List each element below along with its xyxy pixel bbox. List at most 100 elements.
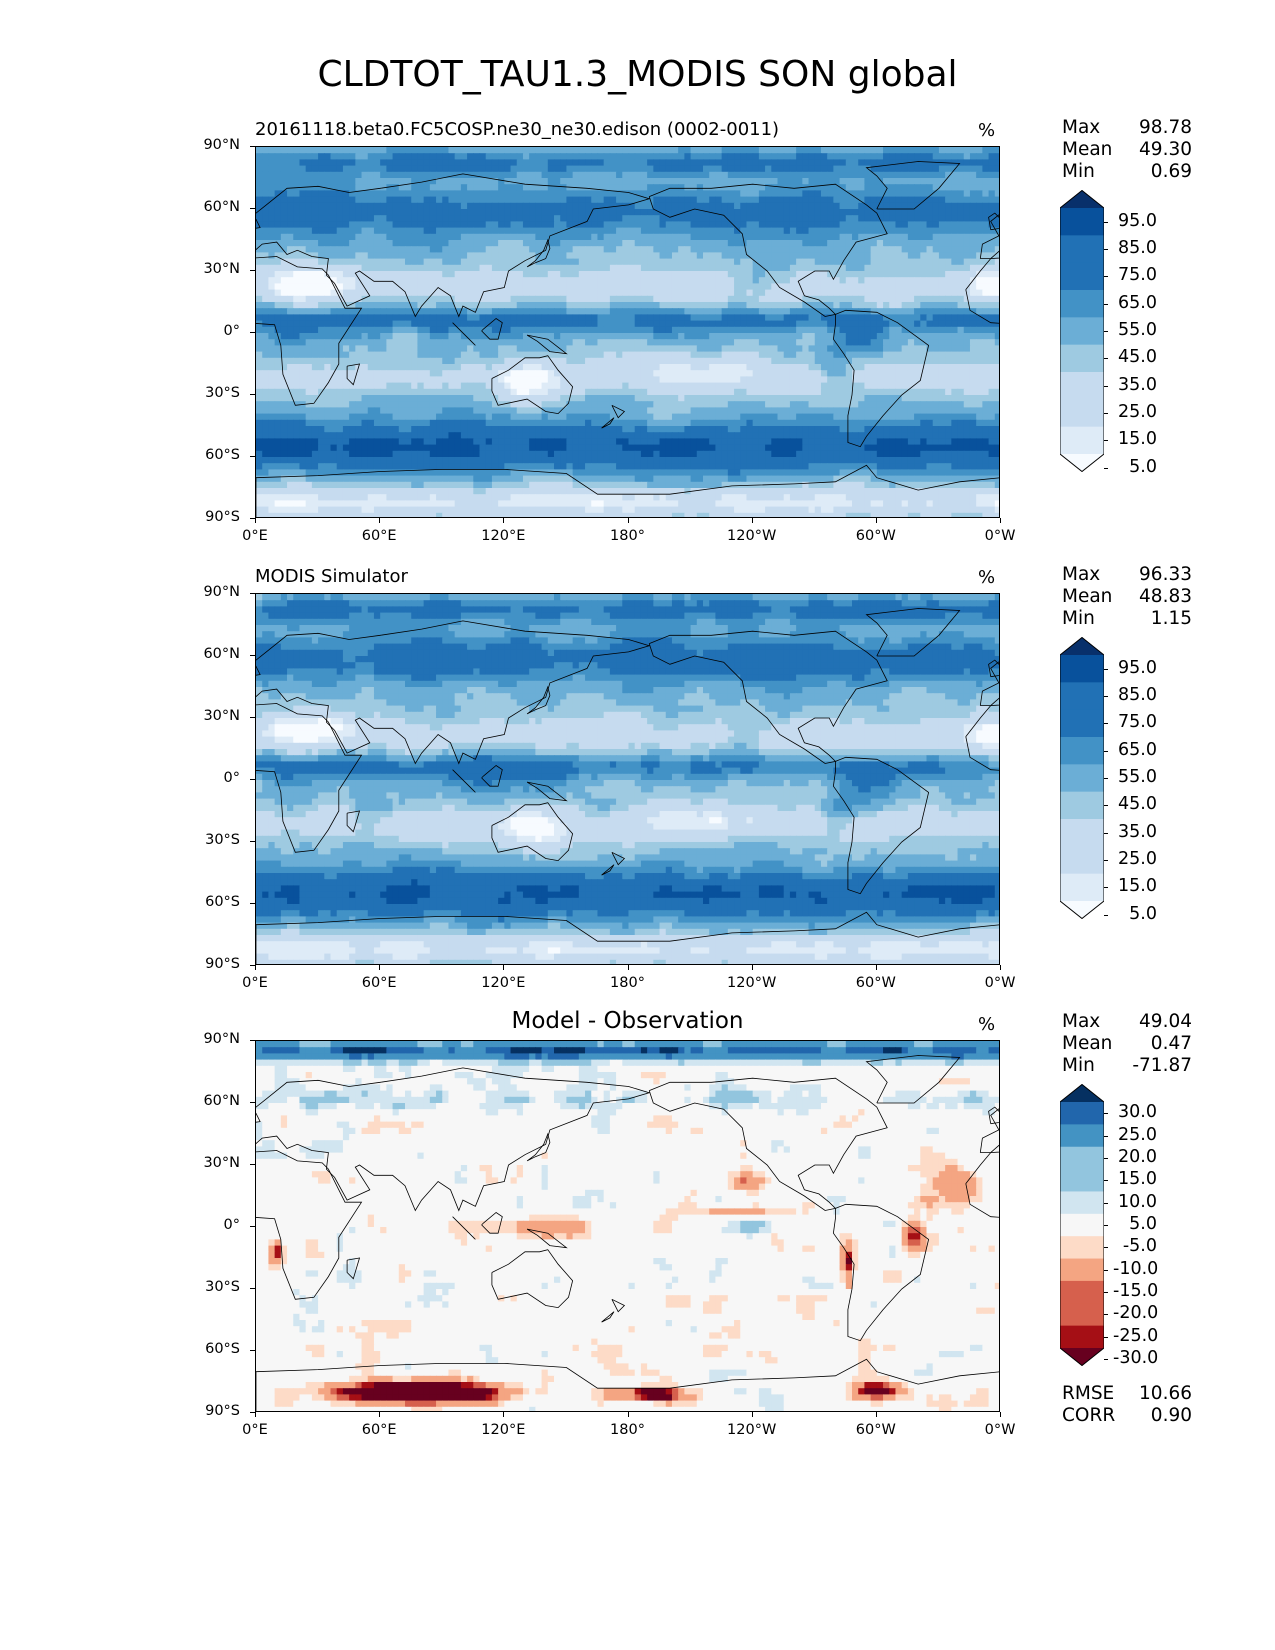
stat-row: CORR 0.90 [1062, 1405, 1192, 1427]
colorbar-bin [1060, 426, 1104, 455]
stat-row: Max 98.78 [1062, 117, 1192, 139]
colorbar-bin [1060, 399, 1104, 428]
stat-label: Mean [1062, 1033, 1112, 1055]
colorbar-bin [1060, 1213, 1104, 1237]
colorbar-tick [1104, 440, 1108, 442]
colorbar-bin [1060, 372, 1104, 400]
lat-tick-label: 60°S [180, 1341, 240, 1357]
lon-tick [379, 965, 381, 970]
lat-tick [250, 1350, 255, 1351]
colorbar-tick [1104, 331, 1108, 332]
colorbar-bin [1060, 873, 1104, 902]
colorbar [1059, 1083, 1105, 1367]
lat-tick-label: 0° [180, 323, 240, 339]
panel-1: 20161118.beta0.FC5COSP.ne30_ne30.edison … [0, 117, 1275, 590]
colorbar-tick [1104, 221, 1108, 223]
colorbar-label: 65.0 [1113, 293, 1157, 313]
lon-tick [751, 518, 753, 523]
map-svg [256, 147, 999, 517]
lat-tick-label: 90°N [180, 137, 240, 153]
colorbar-label: -25.0 [1113, 1326, 1158, 1346]
coastline [256, 256, 363, 406]
colorbar-tick [1104, 832, 1108, 834]
stat-row: Min 1.15 [1062, 608, 1192, 630]
colorbar-bin [1060, 1325, 1104, 1349]
colorbar-bin [1060, 1191, 1104, 1215]
colorbar-label: 65.0 [1113, 740, 1157, 760]
field-cells [256, 1041, 999, 1411]
colorbar-label: 5.0 [1113, 1214, 1157, 1234]
stat-label: Max [1062, 1011, 1100, 1033]
colorbar-label: 85.0 [1113, 238, 1157, 258]
colorbar-label: 55.0 [1113, 767, 1157, 787]
colorbar-bin [1060, 709, 1104, 738]
coastline [346, 810, 361, 833]
colorbar-label: 55.0 [1113, 320, 1157, 340]
stat-value: 10.66 [1139, 1383, 1192, 1405]
stat-value: -71.87 [1132, 1055, 1192, 1077]
lat-tick [250, 394, 255, 395]
colorbar-tick [1104, 750, 1108, 752]
lat-tick [250, 841, 255, 842]
map-area [255, 593, 1000, 965]
colorbar-extend-max [1060, 190, 1104, 208]
coastline [481, 1212, 503, 1234]
coastlines [256, 161, 999, 517]
colorbar-svg [1059, 1083, 1105, 1367]
coastline [256, 1150, 363, 1300]
lat-tick-label: 90°S [180, 509, 240, 525]
coastline [601, 417, 615, 429]
coastline [452, 322, 476, 346]
colorbar-label: -20.0 [1113, 1303, 1158, 1323]
colorbar-label: 45.0 [1113, 794, 1157, 814]
colorbar-label: 75.0 [1113, 265, 1157, 285]
lon-tick [255, 1412, 256, 1417]
colorbar-tick [1104, 276, 1108, 278]
lat-tick-label: 90°N [180, 1031, 240, 1047]
colorbar-tick [1104, 860, 1108, 861]
lat-tick [250, 270, 255, 271]
lon-tick-label: 60°W [841, 975, 911, 991]
lat-tick [250, 965, 255, 966]
colorbar-bin [1060, 1280, 1104, 1304]
stat-row: Max 96.33 [1062, 564, 1192, 586]
lon-tick-label: 180° [593, 1422, 663, 1438]
lon-tick [875, 1412, 877, 1417]
colorbar-label: 5.0 [1113, 457, 1157, 477]
stat-value: 49.30 [1139, 139, 1192, 161]
colorbar-tick [1104, 668, 1108, 670]
coastline [256, 620, 651, 765]
coastline [526, 334, 568, 355]
stat-value: 0.90 [1151, 1405, 1192, 1427]
stat-label: CORR [1062, 1405, 1115, 1427]
colorbar [1059, 189, 1105, 473]
colorbar-tick [1104, 1292, 1108, 1294]
lon-tick [379, 1412, 381, 1417]
colorbar-bin [1060, 317, 1104, 346]
coastline [611, 851, 626, 866]
panel-units: % [978, 120, 995, 141]
lat-tick [250, 1288, 255, 1289]
colorbar-label: -15.0 [1113, 1281, 1158, 1301]
lat-tick-label: 90°S [180, 956, 240, 972]
lat-tick [250, 456, 255, 457]
panel-units: % [978, 1014, 995, 1035]
lon-tick [1000, 1412, 1001, 1417]
colorbar-bin [1060, 1102, 1104, 1125]
coastline [491, 355, 574, 415]
stat-row: RMSE 10.66 [1062, 1383, 1192, 1405]
colorbar-tick [1104, 303, 1108, 305]
lon-tick [751, 1412, 753, 1417]
coastline [988, 212, 999, 231]
lat-tick-label: 60°N [180, 1093, 240, 1109]
stat-value: 0.69 [1151, 161, 1192, 183]
colorbar-label: 10.0 [1113, 1192, 1157, 1212]
coastline [526, 1132, 551, 1162]
coastline [346, 1257, 361, 1280]
lon-tick-label: 0°W [965, 975, 1035, 991]
colorbar-label: -30.0 [1113, 1348, 1158, 1368]
panel-units: % [978, 567, 995, 588]
colorbar-extend-min [1060, 454, 1104, 472]
lon-tick-label: 0°E [220, 975, 290, 991]
